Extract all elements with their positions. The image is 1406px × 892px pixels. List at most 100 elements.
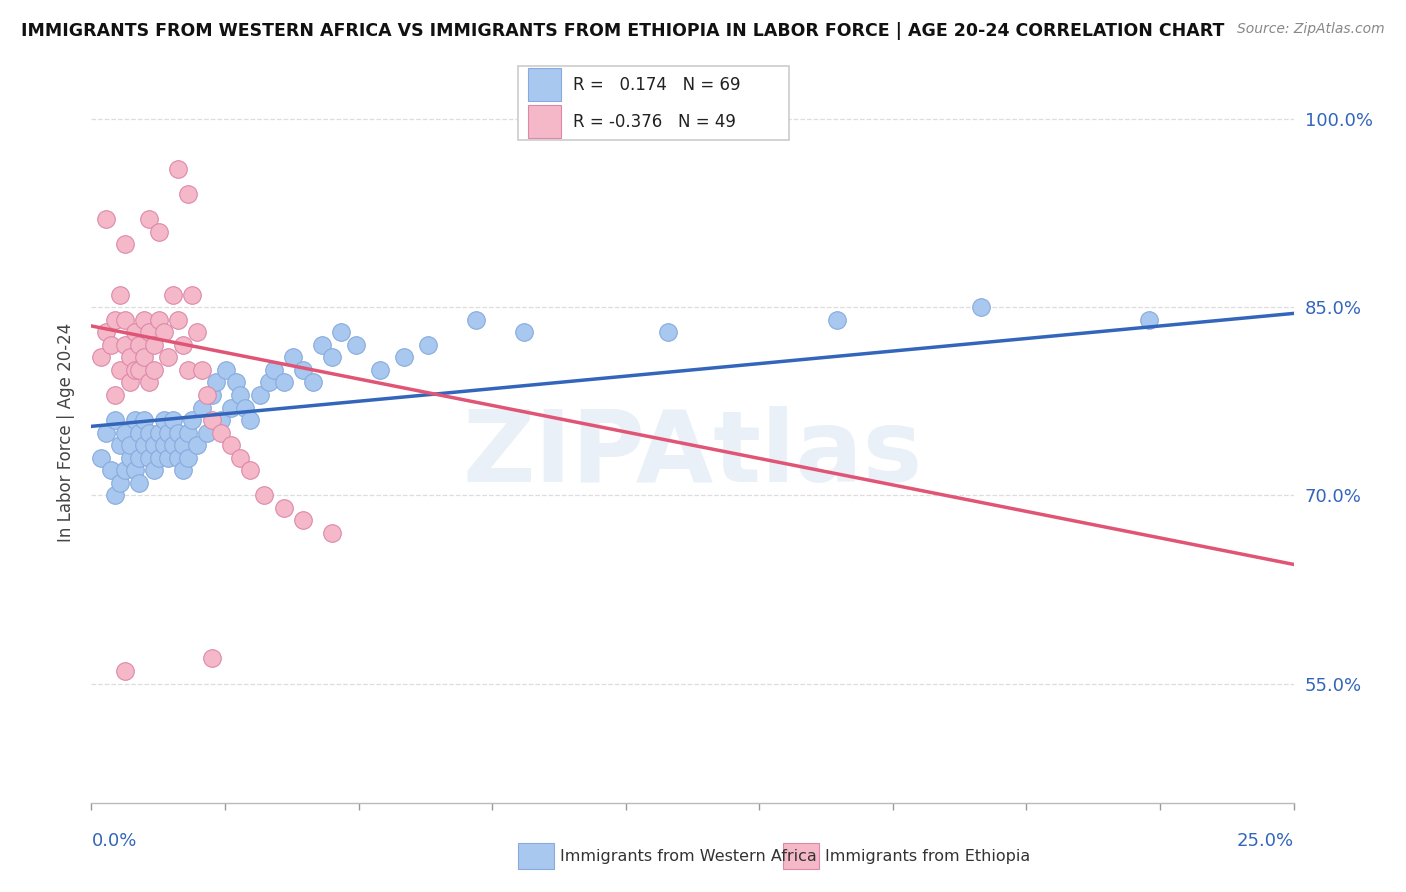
- Point: [110, 287, 132, 301]
- Point: [253, 488, 276, 502]
- Point: [134, 312, 156, 326]
- Point: [195, 388, 218, 402]
- Point: [162, 438, 184, 452]
- Text: IMMIGRANTS FROM WESTERN AFRICA VS IMMIGRANTS FROM ETHIOPIA IN LABOR FORCE | AGE : IMMIGRANTS FROM WESTERN AFRICA VS IMMIGR…: [21, 22, 1225, 40]
- Point: [114, 312, 136, 326]
- Text: 25.0%: 25.0%: [1236, 832, 1294, 850]
- Text: 0.0%: 0.0%: [91, 832, 136, 850]
- Point: [114, 664, 136, 678]
- Text: Source: ZipAtlas.com: Source: ZipAtlas.com: [1237, 22, 1385, 37]
- Point: [142, 438, 165, 452]
- Point: [301, 376, 323, 390]
- Point: [195, 425, 218, 440]
- Point: [259, 376, 281, 390]
- Point: [416, 338, 439, 352]
- Point: [186, 325, 208, 339]
- Point: [167, 450, 190, 465]
- Text: ZIPAtlas: ZIPAtlas: [463, 407, 922, 503]
- Point: [283, 351, 305, 365]
- Point: [114, 463, 136, 477]
- Point: [124, 325, 146, 339]
- Point: [138, 425, 160, 440]
- Point: [110, 438, 132, 452]
- Point: [90, 351, 112, 365]
- Point: [157, 450, 180, 465]
- Point: [138, 212, 160, 227]
- Bar: [527, 105, 561, 138]
- Point: [157, 351, 180, 365]
- Point: [176, 425, 198, 440]
- Point: [167, 312, 190, 326]
- Point: [138, 450, 160, 465]
- Point: [172, 338, 194, 352]
- Point: [330, 325, 353, 339]
- Point: [118, 450, 141, 465]
- Point: [100, 463, 122, 477]
- Point: [142, 363, 165, 377]
- Point: [229, 388, 252, 402]
- Point: [157, 425, 180, 440]
- Point: [273, 376, 295, 390]
- Point: [134, 413, 156, 427]
- Point: [249, 388, 271, 402]
- Point: [657, 325, 679, 339]
- Point: [118, 351, 141, 365]
- Point: [215, 363, 238, 377]
- Point: [128, 450, 150, 465]
- Point: [219, 438, 242, 452]
- Point: [148, 425, 170, 440]
- Point: [291, 513, 314, 527]
- Point: [263, 363, 285, 377]
- Point: [321, 526, 343, 541]
- Point: [172, 463, 194, 477]
- Point: [124, 463, 146, 477]
- Point: [191, 363, 214, 377]
- Point: [104, 413, 127, 427]
- Point: [152, 325, 174, 339]
- Point: [118, 438, 141, 452]
- Point: [205, 376, 228, 390]
- Point: [94, 325, 117, 339]
- Point: [176, 450, 198, 465]
- Text: R =   0.174   N = 69: R = 0.174 N = 69: [574, 76, 741, 94]
- Point: [124, 363, 146, 377]
- Point: [134, 438, 156, 452]
- Point: [239, 463, 262, 477]
- Point: [138, 376, 160, 390]
- Bar: [527, 68, 561, 102]
- Point: [239, 413, 262, 427]
- Point: [172, 438, 194, 452]
- Point: [104, 488, 127, 502]
- Point: [152, 438, 174, 452]
- Point: [181, 413, 204, 427]
- Point: [94, 212, 117, 227]
- Point: [104, 312, 127, 326]
- Point: [148, 450, 170, 465]
- Point: [273, 500, 295, 515]
- Point: [90, 450, 112, 465]
- Point: [110, 475, 132, 490]
- Point: [392, 351, 415, 365]
- Point: [167, 162, 190, 177]
- Point: [219, 401, 242, 415]
- Point: [513, 325, 536, 339]
- Point: [344, 338, 367, 352]
- Point: [162, 413, 184, 427]
- Bar: [519, 843, 554, 870]
- Point: [148, 312, 170, 326]
- Point: [291, 363, 314, 377]
- Point: [209, 425, 232, 440]
- Point: [181, 287, 204, 301]
- Point: [191, 401, 214, 415]
- Point: [201, 388, 224, 402]
- Point: [162, 287, 184, 301]
- Point: [104, 388, 127, 402]
- Text: Immigrants from Ethiopia: Immigrants from Ethiopia: [825, 848, 1031, 863]
- Point: [186, 438, 208, 452]
- Y-axis label: In Labor Force | Age 20-24: In Labor Force | Age 20-24: [56, 323, 75, 542]
- Point: [110, 363, 132, 377]
- Point: [825, 312, 848, 326]
- Point: [128, 475, 150, 490]
- Point: [100, 338, 122, 352]
- Point: [225, 376, 247, 390]
